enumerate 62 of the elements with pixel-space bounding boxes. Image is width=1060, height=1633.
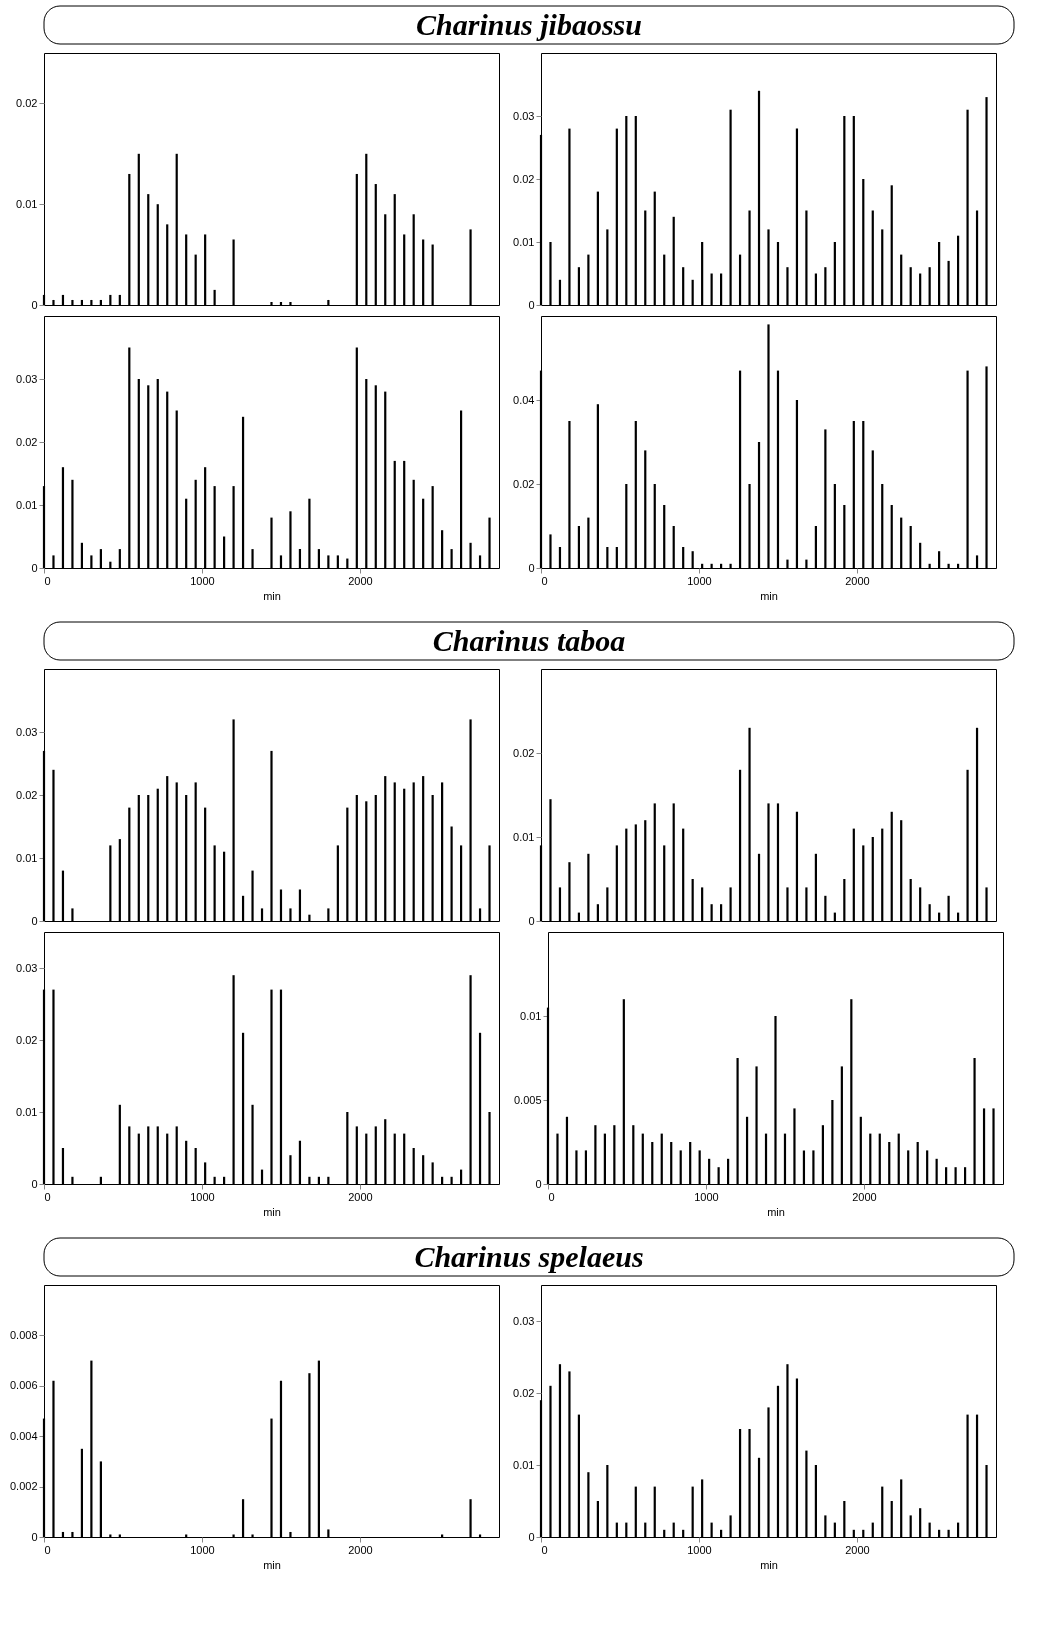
chart-title: Charinus jibaossu <box>416 8 642 41</box>
x-axis-title: min <box>767 1205 785 1218</box>
x-axis-title: min <box>263 589 281 602</box>
y-tick-label: 0.01 <box>16 498 38 511</box>
x-tick-label: 1000 <box>190 1190 215 1203</box>
y-tick-label: 0.008 <box>9 1328 38 1341</box>
x-tick-label: 2000 <box>845 574 870 587</box>
x-axis-title: min <box>263 1205 281 1218</box>
y-tick-label: 0 <box>31 1177 38 1190</box>
x-tick-label: 0 <box>548 1190 555 1203</box>
x-tick-label: 1000 <box>687 1543 712 1556</box>
y-tick-label: 0.02 <box>16 1033 38 1046</box>
y-tick-label: 0.03 <box>16 725 38 738</box>
y-tick-label: 0.002 <box>9 1480 38 1493</box>
y-tick-label: 0.02 <box>513 477 535 490</box>
x-tick-label: 1000 <box>687 574 712 587</box>
y-tick-label: 0.03 <box>513 109 535 122</box>
y-tick-label: 0.01 <box>16 851 38 864</box>
y-tick-label: 0.03 <box>16 961 38 974</box>
y-tick-label: 0 <box>31 914 38 927</box>
y-tick-label: 0.004 <box>9 1429 38 1442</box>
x-tick-label: 2000 <box>348 574 373 587</box>
y-tick-label: 0 <box>528 561 535 574</box>
y-tick-label: 0.02 <box>513 1386 535 1399</box>
x-tick-label: 1000 <box>694 1190 719 1203</box>
y-tick-label: 0.02 <box>513 746 535 759</box>
chart-title: Charinus taboa <box>432 624 626 657</box>
x-tick-label: 2000 <box>348 1543 373 1556</box>
y-tick-label: 0.01 <box>16 1105 38 1118</box>
y-tick-label: 0.04 <box>513 393 535 406</box>
y-tick-label: 0.01 <box>513 1458 535 1471</box>
y-tick-label: 0.02 <box>16 435 38 448</box>
x-tick-label: 2000 <box>852 1190 877 1203</box>
y-tick-label: 0 <box>528 914 535 927</box>
y-tick-label: 0.01 <box>513 830 535 843</box>
y-tick-label: 0 <box>528 1530 535 1543</box>
y-tick-label: 0.03 <box>513 1314 535 1327</box>
y-tick-label: 0.006 <box>9 1379 38 1392</box>
x-axis-title: min <box>760 1558 778 1571</box>
x-tick-label: 0 <box>44 1190 51 1203</box>
y-tick-label: 0.005 <box>513 1093 542 1106</box>
y-tick-label: 0.02 <box>513 172 535 185</box>
x-tick-label: 1000 <box>190 1543 215 1556</box>
x-axis-title: min <box>760 589 778 602</box>
x-tick-label: 0 <box>44 1543 51 1556</box>
y-tick-label: 0 <box>31 298 38 311</box>
y-tick-label: 0.01 <box>513 235 535 248</box>
chart-title: Charinus spelaeus <box>414 1240 644 1273</box>
y-tick-label: 0.03 <box>16 372 38 385</box>
y-tick-label: 0 <box>31 561 38 574</box>
y-tick-label: 0.02 <box>16 788 38 801</box>
y-tick-label: 0 <box>31 1530 38 1543</box>
x-tick-label: 1000 <box>190 574 215 587</box>
y-tick-label: 0.02 <box>16 96 38 109</box>
x-tick-label: 0 <box>44 574 51 587</box>
x-tick-label: 2000 <box>348 1190 373 1203</box>
x-tick-label: 2000 <box>845 1543 870 1556</box>
y-tick-label: 0.01 <box>520 1009 542 1022</box>
x-axis-title: min <box>263 1558 281 1571</box>
y-tick-label: 0 <box>528 298 535 311</box>
y-tick-label: 0.01 <box>16 197 38 210</box>
y-tick-label: 0 <box>535 1177 542 1190</box>
